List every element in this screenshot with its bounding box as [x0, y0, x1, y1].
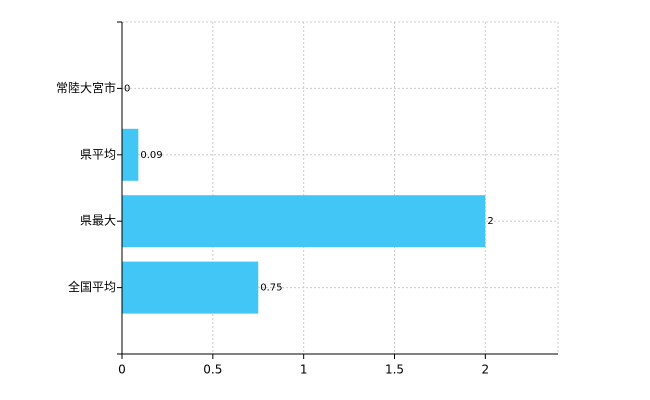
x-tick-label: 2 [482, 363, 490, 377]
value-label: 0.75 [260, 283, 282, 294]
x-tick-label: 1.5 [385, 363, 404, 377]
x-tick-label: 1 [300, 363, 308, 377]
bar [122, 195, 486, 248]
y-tick-label: 常陸大宮市 [56, 80, 116, 95]
y-tick-label: 全国平均 [68, 279, 116, 294]
bar [122, 261, 259, 314]
x-tick-label: 0 [118, 363, 126, 377]
y-tick-label: 県最大 [80, 214, 116, 228]
x-tick-label: 0.5 [203, 363, 222, 377]
y-tick-label: 県平均 [80, 147, 116, 161]
value-label: 0.09 [140, 150, 162, 161]
value-label: 2 [487, 216, 493, 227]
bar [122, 128, 139, 181]
value-label: 0 [124, 83, 130, 94]
